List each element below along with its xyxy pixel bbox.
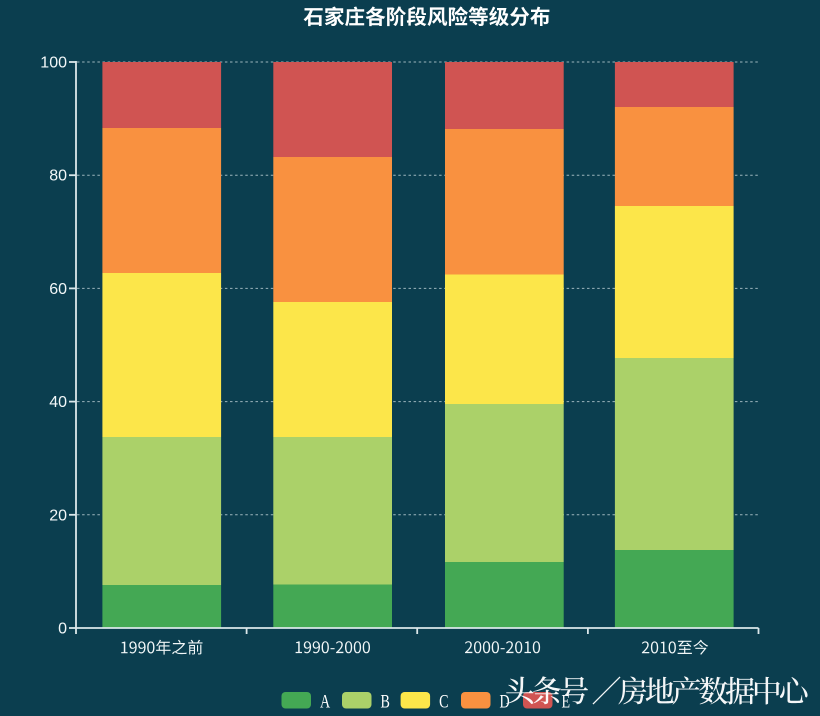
- svg-text:100: 100: [40, 55, 67, 72]
- svg-text:D: D: [500, 691, 510, 712]
- svg-text:60: 60: [49, 281, 67, 298]
- svg-text:A: A: [320, 691, 330, 712]
- svg-text:C: C: [439, 691, 448, 712]
- svg-text:E: E: [562, 691, 571, 712]
- svg-text:40: 40: [49, 394, 67, 411]
- svg-text:80: 80: [49, 168, 67, 185]
- svg-text:0: 0: [58, 621, 67, 638]
- svg-text:B: B: [381, 691, 390, 712]
- svg-text:20: 20: [49, 507, 67, 524]
